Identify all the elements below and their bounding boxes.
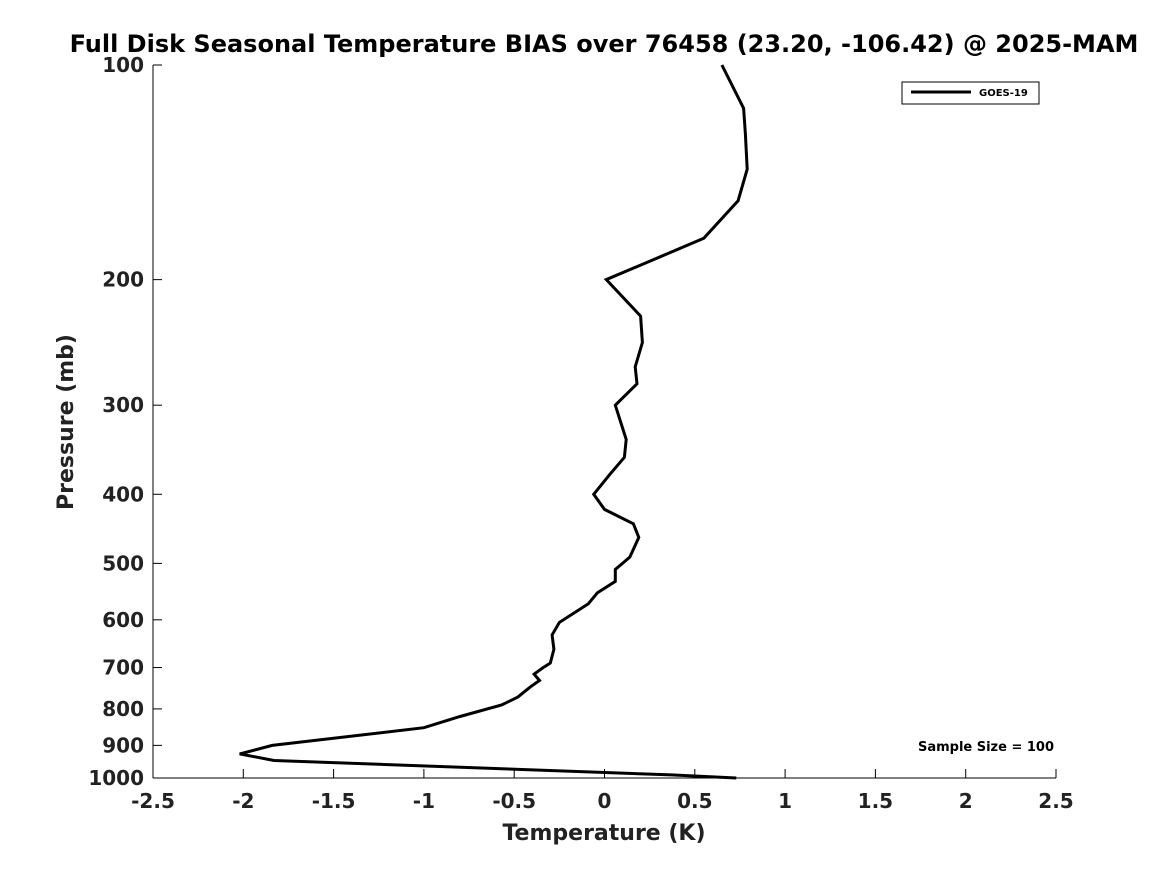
y-tick-label: 300 (102, 393, 144, 417)
series-group (239, 64, 749, 780)
x-tick-label: 1 (778, 789, 792, 813)
x-tick-label: 0.5 (677, 789, 712, 813)
x-tick-label: -0.5 (492, 789, 536, 813)
y-tick-label: 900 (102, 733, 144, 757)
y-ticks: 100 200 300 400 500 600 700 800 900 1000 (88, 53, 162, 790)
x-tick-label: 0 (598, 789, 612, 813)
x-tick-label: 1.5 (858, 789, 893, 813)
y-tick-label: 700 (102, 656, 144, 680)
y-tick-label: 400 (102, 482, 144, 506)
plot-frame (153, 65, 1056, 778)
legend-entry-goes-19: GOES-19 (979, 88, 1028, 99)
x-ticks: -2.5 -2 -1.5 -1 -0.5 0 0.5 1 1.5 2 2.5 (131, 769, 1074, 813)
x-tick-label: -2 (232, 789, 254, 813)
chart-title: Full Disk Seasonal Temperature BIAS over… (70, 30, 1139, 58)
x-tick-label: 2 (959, 789, 973, 813)
y-tick-label: 600 (102, 608, 144, 632)
series-line-goes-19 (239, 64, 749, 780)
y-tick-label: 200 (102, 268, 144, 292)
x-tick-label: -1 (413, 789, 435, 813)
x-tick-label: -1.5 (312, 789, 356, 813)
y-tick-label: 500 (102, 551, 144, 575)
x-tick-label: -2.5 (131, 789, 175, 813)
y-tick-label: 800 (102, 697, 144, 721)
sample-size-annotation: Sample Size = 100 (918, 740, 1054, 755)
legend: GOES-19 (901, 81, 1040, 105)
y-tick-label: 1000 (88, 766, 144, 790)
x-axis-label: Temperature (K) (502, 821, 705, 846)
x-tick-label: 2.5 (1038, 789, 1073, 813)
plot-area: -2.5 -2 -1.5 -1 -0.5 0 0.5 1 1.5 2 2.5 100 200 300 40… (88, 53, 1073, 813)
y-tick-label: 100 (102, 53, 144, 77)
y-axis-label: Pressure (mb) (54, 334, 79, 510)
